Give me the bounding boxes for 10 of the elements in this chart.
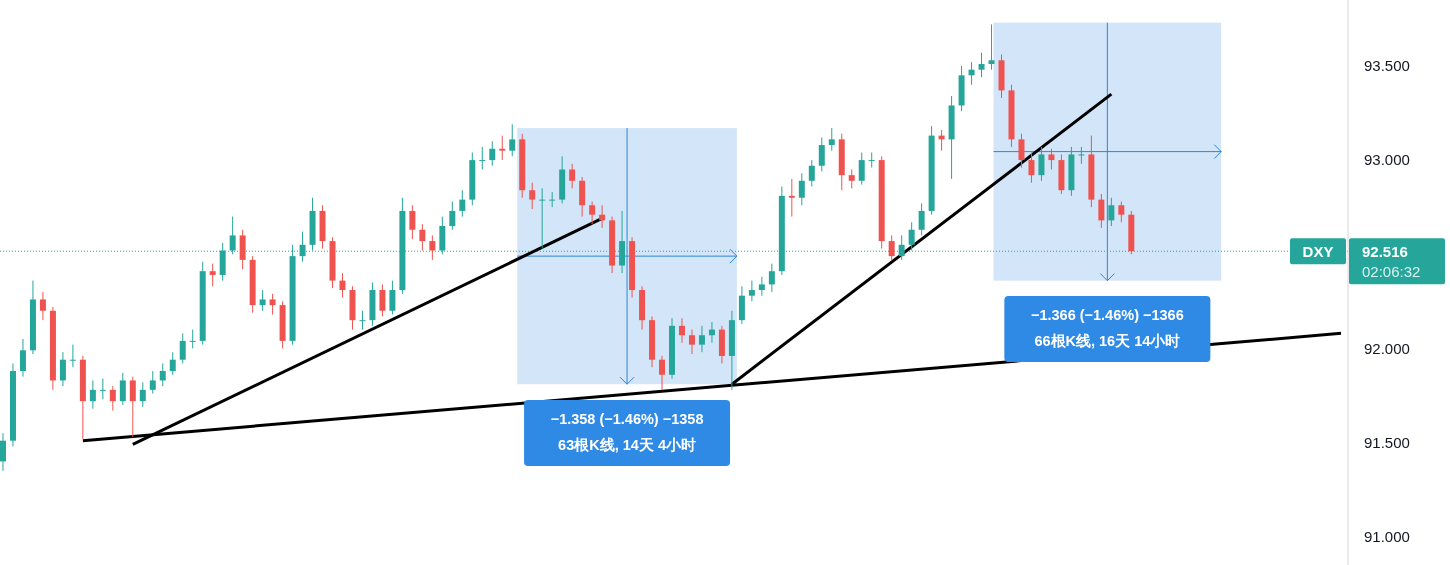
y-tick-label: 93.500 xyxy=(1364,57,1410,75)
y-tick-label: 91.500 xyxy=(1364,433,1410,451)
annotation: −1.366 (−1.46%) −1366 66根K线, 16天 14小时 xyxy=(1030,307,1184,349)
text: 92.516 xyxy=(1362,243,1408,261)
ref-line-label: DXY xyxy=(1302,243,1334,261)
y-tick-label: 91.000 xyxy=(1364,528,1410,545)
y-tick-label: 93.000 xyxy=(1364,151,1410,169)
y-tick-label: 92.000 xyxy=(1364,339,1410,357)
annotation: −1.358 (−1.46%) −1358 63根K线, 14天 4小时 xyxy=(550,411,704,453)
text: 02:06:32 xyxy=(1362,263,1421,281)
